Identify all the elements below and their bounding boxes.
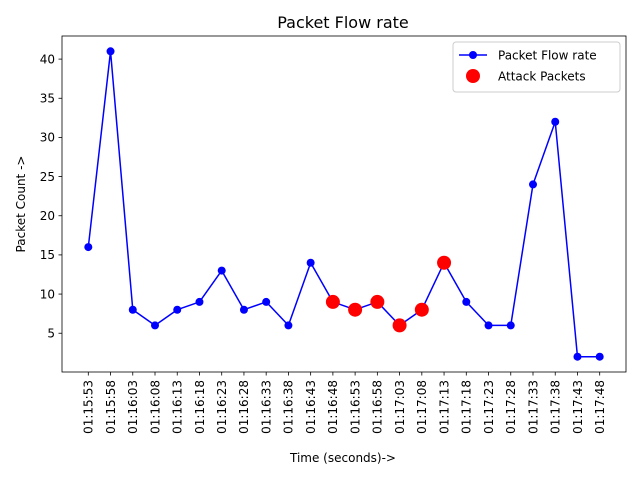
legend-marker-attack — [466, 69, 480, 83]
data-point-packet-flow — [173, 305, 182, 314]
y-tick-label: 35 — [40, 91, 55, 105]
data-point-packet-flow — [217, 266, 226, 275]
data-point-packet-flow — [573, 352, 582, 361]
x-tick-label: 01:17:23 — [482, 380, 496, 434]
x-tick-label: 01:17:33 — [526, 380, 540, 434]
data-point-packet-flow — [106, 47, 115, 56]
y-tick-label: 25 — [40, 170, 55, 184]
data-point-packet-flow — [84, 243, 93, 252]
x-tick-label: 01:17:48 — [593, 380, 607, 434]
x-tick-label: 01:16:43 — [304, 380, 318, 434]
x-tick-label: 01:17:03 — [393, 380, 407, 434]
x-tick-label: 01:17:18 — [460, 380, 474, 434]
data-point-packet-flow — [462, 297, 471, 306]
data-point-attack — [348, 302, 363, 317]
x-tick-label: 01:17:38 — [549, 380, 563, 434]
x-tick-label: 01:17:13 — [437, 380, 451, 434]
data-point-attack — [414, 302, 429, 317]
data-point-packet-flow — [151, 321, 160, 330]
x-axis-label: Time (seconds)-> — [289, 451, 396, 465]
y-tick-label: 15 — [40, 248, 55, 262]
x-tick-label: 01:16:03 — [126, 380, 140, 434]
data-point-packet-flow — [284, 321, 293, 330]
data-point-packet-flow — [506, 321, 515, 330]
x-tick-label: 01:15:58 — [104, 380, 118, 434]
data-point-packet-flow — [128, 305, 137, 314]
data-point-attack — [325, 294, 340, 309]
data-point-packet-flow — [262, 297, 271, 306]
series-line-packet-flow — [87, 50, 600, 358]
y-tick-label: 5 — [47, 326, 55, 340]
x-tick-label: 01:16:38 — [282, 380, 296, 434]
data-point-attack — [370, 294, 385, 309]
x-tick-label: 01:17:28 — [504, 380, 518, 434]
x-tick-label: 01:16:58 — [371, 380, 385, 434]
data-point-packet-flow — [306, 258, 315, 267]
chart-title: Packet Flow rate — [277, 13, 409, 32]
x-tick-label: 01:16:48 — [326, 380, 340, 434]
y-axis-label: Packet Count -> — [14, 156, 28, 253]
data-point-packet-flow — [195, 297, 204, 306]
y-tick-label: 40 — [40, 52, 55, 66]
data-point-attack — [437, 255, 452, 270]
y-tick-label: 10 — [40, 287, 55, 301]
y-tick-label: 30 — [40, 131, 55, 145]
x-tick-label: 01:17:43 — [571, 380, 585, 434]
data-point-packet-flow — [528, 180, 537, 189]
legend-marker-packet-flow — [469, 51, 477, 59]
x-tick-label: 01:16:08 — [148, 380, 162, 434]
x-tick-label: 01:16:28 — [237, 380, 251, 434]
plot-area: 5 10 15 20 25 30 35 40 01:15:53 01:15:58 01:16:03 0… — [40, 35, 627, 434]
x-tick-label: 01:16:13 — [171, 380, 185, 434]
legend-box — [452, 41, 621, 93]
data-point-packet-flow — [484, 321, 493, 330]
legend-label-packet-flow: Packet Flow rate — [498, 49, 597, 63]
x-tick-label: 01:17:08 — [415, 380, 429, 434]
data-point-attack — [392, 318, 407, 333]
axes-frame — [61, 35, 627, 373]
legend: Packet Flow rate Attack Packets — [452, 41, 621, 93]
data-point-packet-flow — [551, 117, 560, 126]
x-tick-label: 01:16:23 — [215, 380, 229, 434]
data-point-packet-flow — [239, 305, 248, 314]
legend-label-attack: Attack Packets — [498, 70, 586, 84]
x-tick-label: 01:15:53 — [82, 380, 96, 434]
x-tick-label: 01:16:18 — [193, 380, 207, 434]
x-tick-label: 01:16:33 — [259, 380, 273, 434]
data-point-packet-flow — [595, 352, 604, 361]
x-tick-label: 01:16:53 — [348, 380, 362, 434]
y-tick-label: 20 — [40, 209, 55, 223]
